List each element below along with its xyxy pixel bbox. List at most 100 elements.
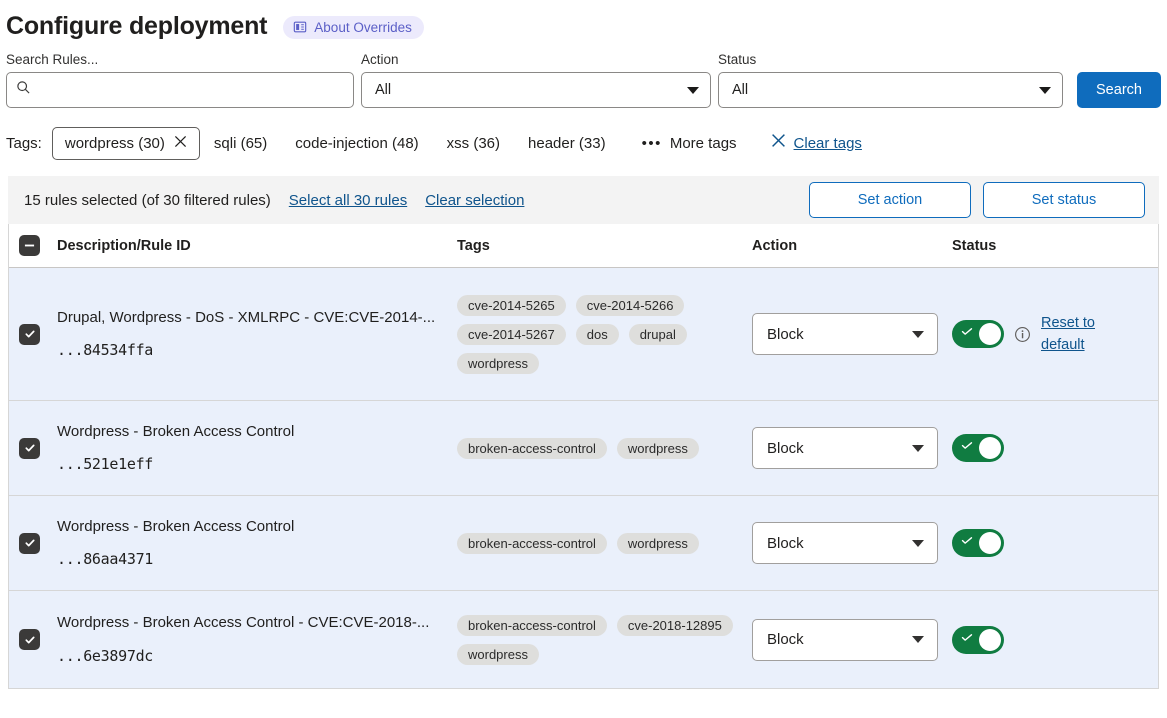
select-all-link[interactable]: Select all 30 rules: [288, 191, 408, 209]
clear-selection-link[interactable]: Clear selection: [425, 191, 525, 209]
rule-title: Wordpress - Broken Access Control: [57, 517, 295, 535]
chevron-down-icon: [912, 330, 924, 338]
status-toggle[interactable]: [952, 625, 1004, 654]
row-checkbox[interactable]: [19, 323, 40, 345]
search-input[interactable]: [37, 81, 344, 99]
rule-tags-cell: broken-access-control cve-2018-12895 wordp…: [457, 614, 752, 665]
table-body: Drupal, Wordpress - DoS - XMLRPC - CVE:C…: [9, 268, 1158, 689]
search-button[interactable]: Search: [1077, 72, 1161, 108]
table-row[interactable]: Wordpress - Broken Access Control - CVE:…: [9, 591, 1158, 689]
row-checkbox[interactable]: [19, 629, 40, 650]
chevron-down-icon: [912, 636, 924, 643]
rule-status-cell: [952, 529, 1158, 557]
rule-id: ...84534ffa: [57, 341, 154, 360]
row-checkbox-cell: [19, 437, 57, 459]
row-checkbox-cell: [19, 323, 57, 345]
rule-title: Wordpress - Broken Access Control - CVE:…: [57, 614, 430, 632]
tag-chip[interactable]: cve-2014-5267: [457, 323, 566, 345]
set-action-button[interactable]: Set action: [809, 182, 971, 218]
table-row[interactable]: Wordpress - Broken Access Control ...86aa…: [9, 496, 1158, 591]
status-toggle[interactable]: [952, 320, 1004, 348]
info-icon[interactable]: [1014, 326, 1031, 343]
rule-action-cell: Block: [752, 427, 952, 469]
about-overrides-label: About Overrides: [314, 19, 412, 35]
row-checkbox[interactable]: [19, 532, 40, 554]
clear-tags-label: Clear tags: [793, 134, 862, 152]
tag-chip[interactable]: wordpress: [457, 352, 539, 374]
check-icon: [24, 539, 35, 547]
column-header-tags: Tags: [457, 237, 490, 254]
tag-chip[interactable]: dos: [575, 323, 619, 345]
table-row[interactable]: Drupal, Wordpress - DoS - XMLRPC - CVE:C…: [9, 268, 1158, 401]
rule-tags-cell: cve-2014-5265 cve-2014-5266 cve-2014-5267 d…: [457, 294, 752, 374]
tag-option-code-injection[interactable]: code-injection (48): [295, 134, 419, 152]
reset-to-default-link[interactable]: Reset to default: [1041, 314, 1095, 353]
tag-chip[interactable]: wordpress: [457, 643, 539, 665]
tag-chip[interactable]: drupal: [628, 323, 687, 345]
rule-status-cell: [952, 625, 1158, 654]
tag-option-xss[interactable]: xss (36): [446, 134, 501, 152]
table-header-row: Description/Rule ID Tags Action Status: [9, 224, 1158, 268]
column-header-action: Action: [752, 237, 798, 254]
rule-id: ...86aa4371: [57, 550, 154, 569]
filter-bar: Search Rules... Action All Status: [0, 44, 1167, 108]
column-header-description: Description/Rule ID: [57, 237, 191, 254]
tag-option-header[interactable]: header (33): [528, 134, 606, 152]
clear-tags-button[interactable]: Clear tags: [771, 133, 862, 153]
search-icon: [16, 80, 31, 100]
tag-chip[interactable]: broken-access-control: [457, 532, 607, 554]
set-status-button[interactable]: Set status: [983, 182, 1145, 218]
toggle-knob: [979, 437, 1001, 459]
chevron-down-icon: [687, 86, 699, 94]
rule-description-cell: Wordpress - Broken Access Control - CVE:…: [57, 614, 457, 665]
page-header: Configure deployment About Overrides: [0, 0, 1167, 44]
tag-chip[interactable]: cve-2018-12895: [616, 614, 733, 636]
action-filter-select[interactable]: All: [361, 72, 711, 108]
tag-chip[interactable]: cve-2014-5265: [457, 294, 566, 316]
rule-action-cell: Block: [752, 313, 952, 355]
check-icon: [961, 328, 973, 335]
rule-description-cell: Wordpress - Broken Access Control ...521e…: [57, 423, 457, 474]
rule-tags-cell: broken-access-control wordpress: [457, 437, 752, 459]
table-row[interactable]: Wordpress - Broken Access Control ...521e…: [9, 401, 1158, 496]
about-overrides-button[interactable]: About Overrides: [283, 15, 424, 39]
select-all-checkbox-cell: [19, 235, 57, 256]
row-checkbox[interactable]: [19, 437, 40, 459]
tag-chip[interactable]: broken-access-control: [457, 614, 607, 636]
chevron-down-icon: [912, 539, 924, 547]
search-input-wrapper[interactable]: [6, 72, 354, 108]
close-icon[interactable]: [174, 135, 187, 152]
rule-status-cell: Reset to default: [952, 312, 1158, 357]
action-select[interactable]: Block: [752, 313, 938, 355]
status-toggle[interactable]: [952, 529, 1004, 557]
rule-action-cell: Block: [752, 522, 952, 564]
rule-title: Wordpress - Broken Access Control: [57, 422, 295, 440]
search-label: Search Rules...: [6, 52, 99, 67]
tag-chip-list: broken-access-control wordpress: [457, 437, 752, 459]
tag-chip[interactable]: cve-2014-5266: [575, 294, 685, 316]
select-all-checkbox[interactable]: [19, 235, 40, 256]
tag-chip-list: broken-access-control wordpress: [457, 532, 752, 554]
tag-chip[interactable]: broken-access-control: [457, 437, 607, 459]
action-select[interactable]: Block: [752, 618, 938, 661]
action-select-value: Block: [767, 439, 804, 457]
rule-status-cell: [952, 434, 1158, 462]
status-filter-select[interactable]: All: [718, 72, 1063, 108]
toggle-knob: [979, 323, 1001, 345]
tag-chip-selected[interactable]: wordpress (30): [51, 126, 200, 160]
status-toggle[interactable]: [952, 434, 1004, 462]
more-tags-button[interactable]: ••• More tags: [630, 128, 749, 159]
check-icon: [24, 330, 35, 338]
tag-option-sqli[interactable]: sqli (65): [213, 134, 268, 152]
check-icon: [961, 537, 973, 544]
tag-chip[interactable]: wordpress: [616, 437, 699, 459]
tags-label: Tags:: [6, 134, 42, 152]
status-filter-value: All: [732, 82, 749, 98]
action-filter-field: Action All: [361, 52, 711, 108]
action-select-value: Block: [767, 325, 804, 343]
action-select-value: Block: [767, 534, 804, 552]
tag-chip[interactable]: wordpress: [616, 532, 699, 554]
action-select[interactable]: Block: [752, 522, 938, 564]
action-select[interactable]: Block: [752, 427, 938, 469]
